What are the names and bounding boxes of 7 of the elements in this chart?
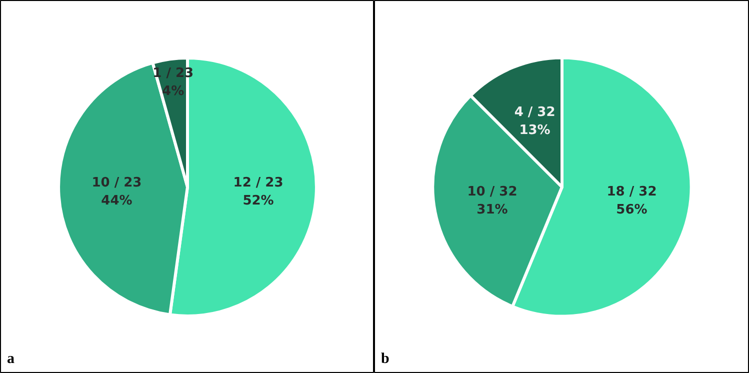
data-label: 10 / 32 31% [467,184,518,218]
text: b [380,351,390,368]
data-label: 4 / 32 13% [514,105,556,138]
data-label: 18 / 32 56% [606,184,657,218]
text: a [6,351,15,368]
data-label: 10 / 23 44% [92,175,142,208]
data-label: 12 / 23 52% [233,175,284,208]
